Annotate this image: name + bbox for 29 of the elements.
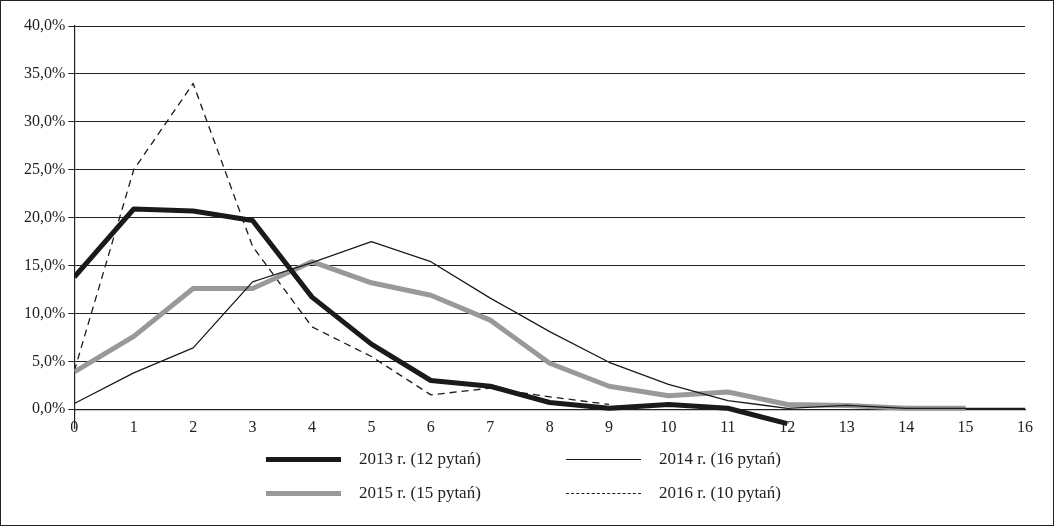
y-tick-label: 10,0% [24,303,66,321]
x-tick-label: 0 [70,418,79,436]
y-tick-label: 25,0% [24,159,66,177]
x-tick-label: 16 [1017,418,1033,436]
y-tick-label: 15,0% [24,255,66,273]
x-tick-label: 11 [720,418,736,436]
y-tick-label: 35,0% [24,64,66,82]
x-tick-label: 2 [189,418,198,436]
x-tick-label: 4 [308,418,316,436]
y-tick-label: 5,0% [32,351,66,369]
x-tick-label: 1 [129,418,138,436]
legend-label: 2014 r. (16 pytań) [659,449,781,469]
legend-label: 2015 r. (15 pytań) [359,483,481,503]
x-tick-label: 7 [486,418,495,436]
x-tick-label: 3 [248,418,257,436]
y-tick-label: 40,0% [24,16,66,34]
x-tick-label: 15 [957,418,974,436]
x-tick-label: 10 [660,418,677,436]
x-tick-label: 6 [426,418,435,436]
x-tick-label: 5 [367,418,376,436]
y-tick-label: 20,0% [24,207,66,225]
legend-label: 2016 r. (10 pytań) [659,483,781,503]
legend-label: 2013 r. (12 pytań) [359,449,481,469]
y-tick-label: 30,0% [24,112,66,130]
x-tick-label: 13 [838,418,855,436]
x-tick-label: 9 [605,418,614,436]
x-tick-label: 8 [545,418,554,436]
y-tick-label: 0,0% [32,399,66,417]
x-tick-label: 14 [898,418,915,436]
